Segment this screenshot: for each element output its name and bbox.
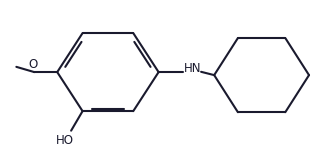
Text: HO: HO [56, 134, 74, 147]
Text: HN: HN [183, 62, 201, 75]
Text: O: O [28, 58, 37, 71]
